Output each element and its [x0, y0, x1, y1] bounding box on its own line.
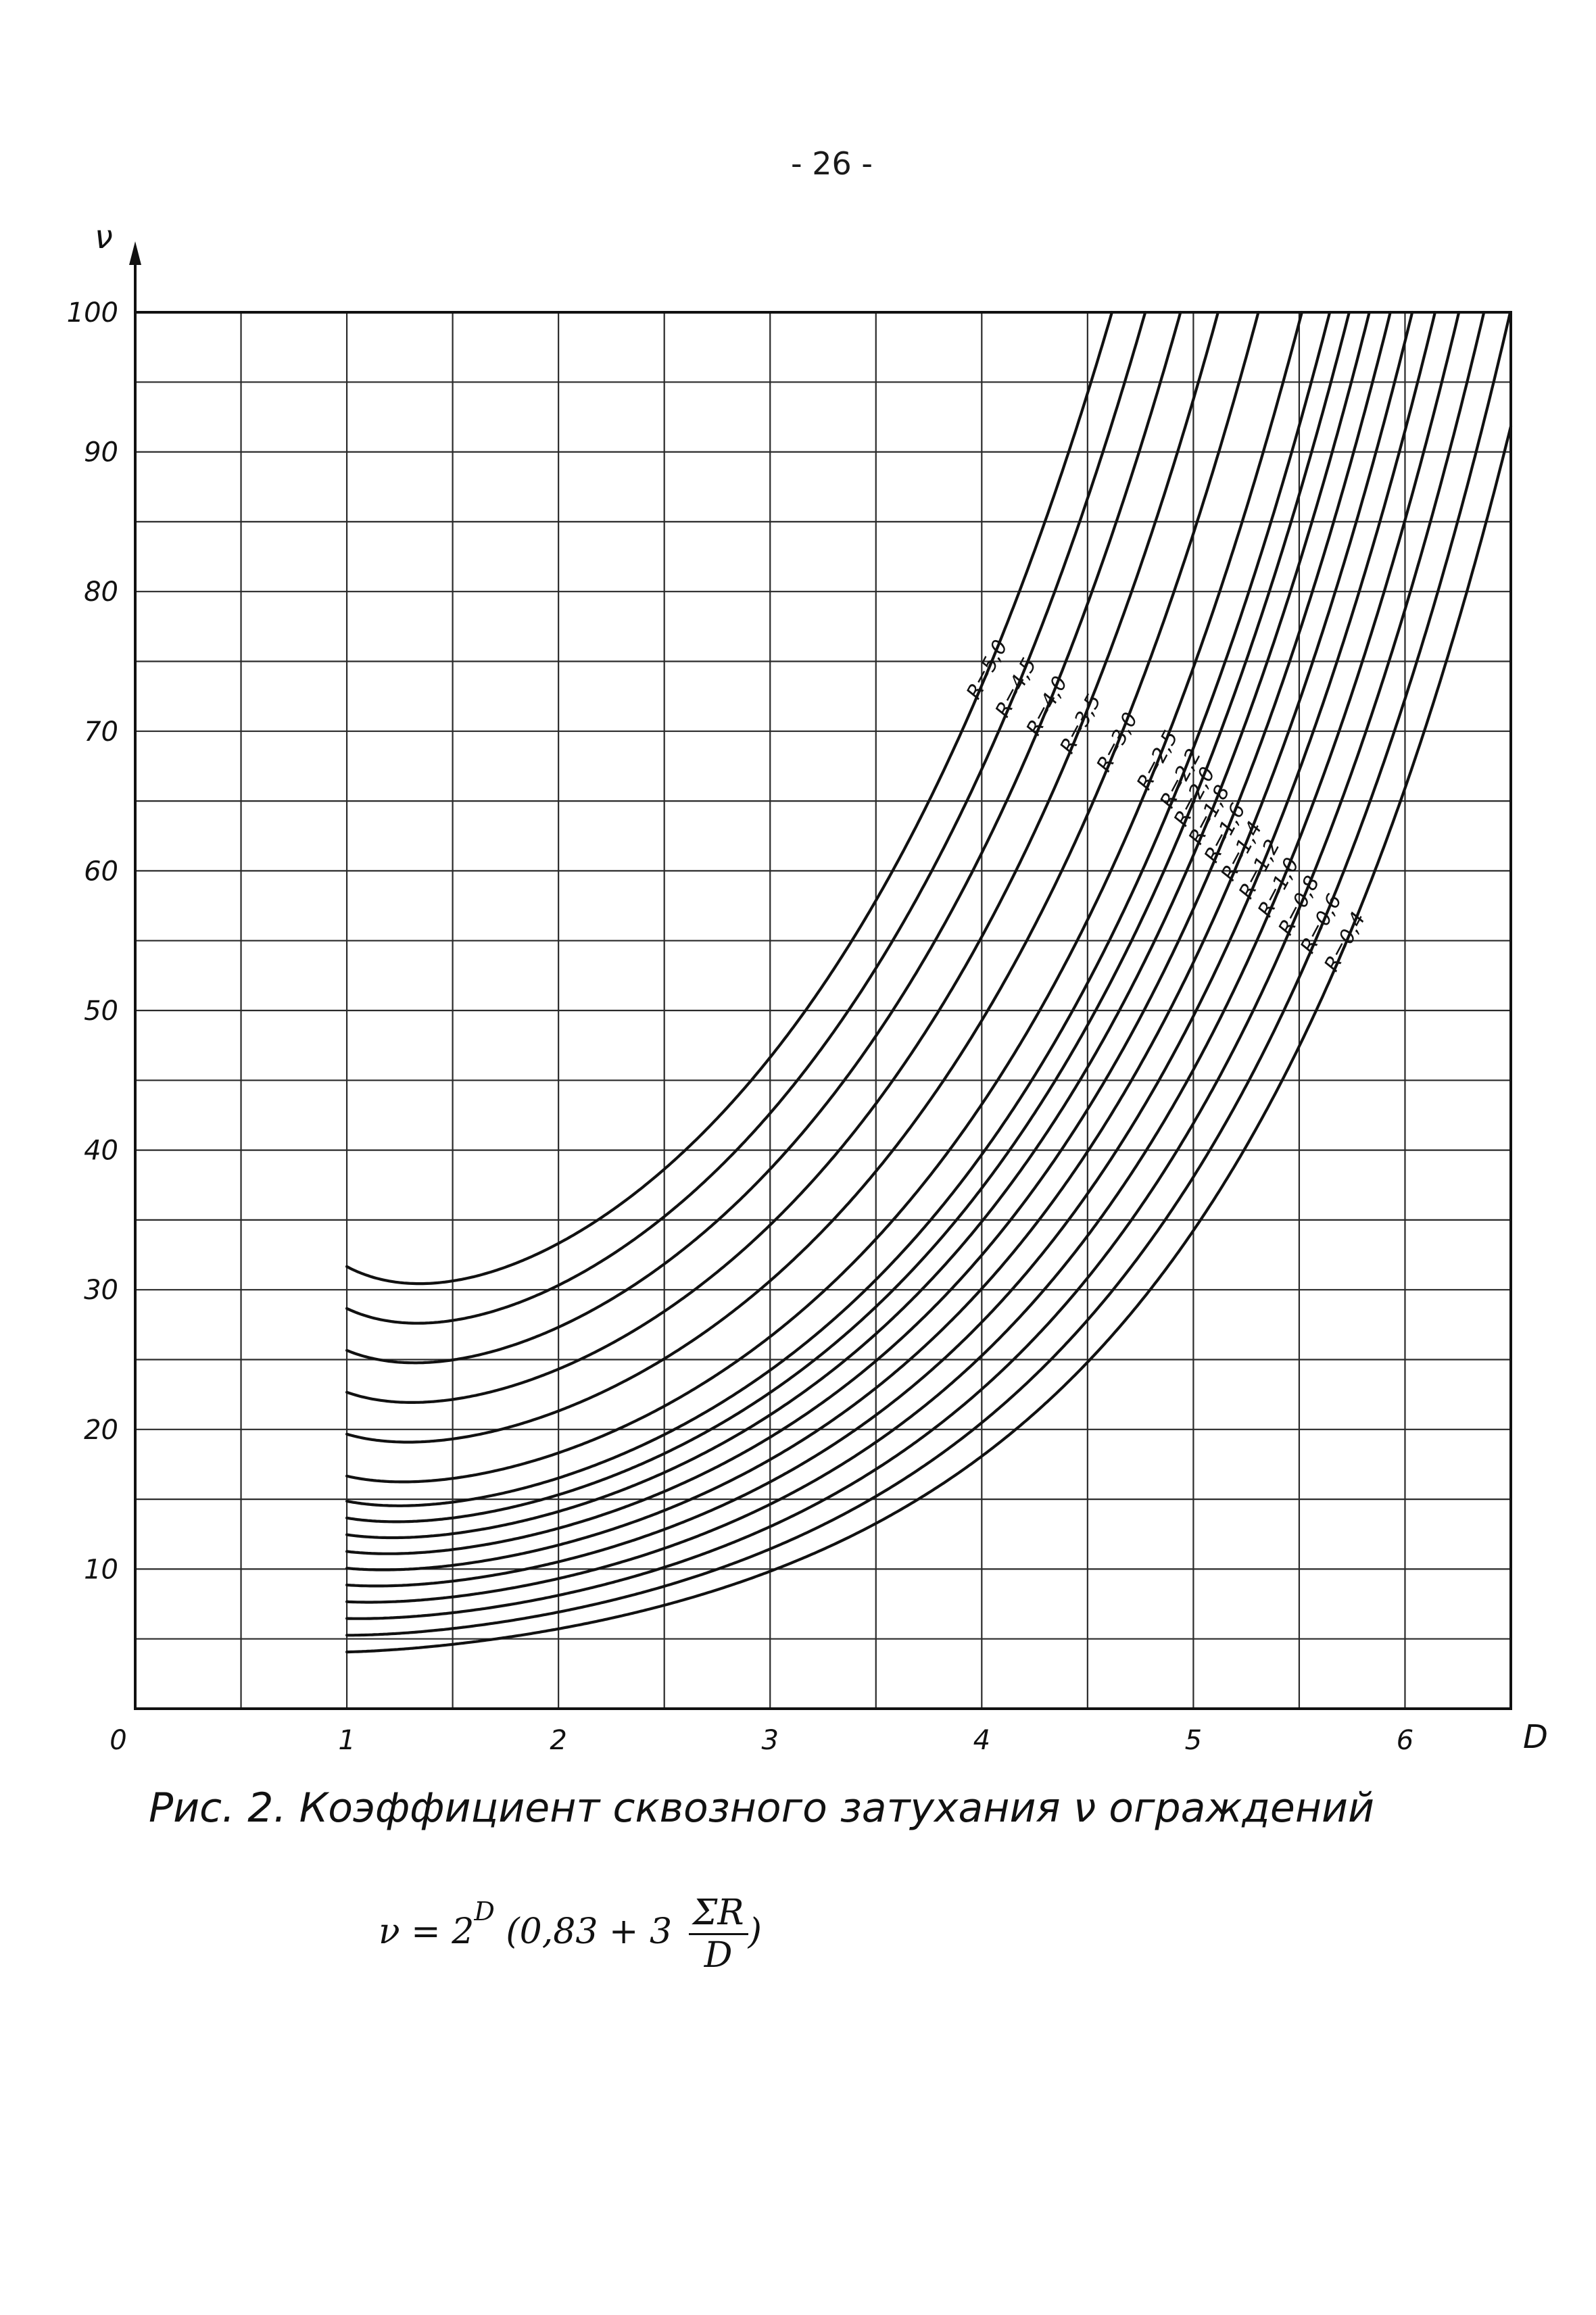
x-tick-label: 6	[1397, 1725, 1413, 1756]
series-line-7	[345, 310, 1332, 1507]
y-axis-arrow-icon	[129, 241, 141, 265]
series-line-8	[345, 310, 1351, 1524]
series-line-16	[345, 424, 1513, 1654]
axes: νD	[95, 218, 1548, 1756]
formula: ν = 2D (0,83 + 3 ΣR D )	[379, 1893, 762, 1976]
curves	[345, 310, 1513, 1654]
series-line-2	[345, 310, 1147, 1325]
x-tick-label: 3	[762, 1725, 779, 1756]
x-tick-label: 4	[973, 1725, 990, 1756]
curve-labels: R=5,0R=4,5R=4,0R=3,5R=3,0R=2,5R=2,2R=2,0…	[962, 636, 1370, 975]
y-tick-label: 10	[84, 1554, 118, 1585]
series-line-9	[345, 310, 1371, 1540]
series-line-6	[345, 310, 1303, 1484]
series-line-14	[345, 310, 1486, 1620]
series-line-12	[345, 310, 1436, 1588]
x-axis-title: D	[1523, 1718, 1548, 1756]
series-line-15	[345, 310, 1512, 1637]
x-tick-label: 0	[110, 1725, 126, 1756]
y-tick-label: 20	[84, 1415, 118, 1446]
attenuation-chart: R=5,0R=4,5R=4,0R=3,5R=3,0R=2,5R=2,2R=2,0…	[67, 218, 1548, 1756]
series-line-11	[345, 310, 1414, 1571]
y-tick-label: 60	[84, 856, 118, 887]
series-line-13	[345, 310, 1461, 1604]
formula-lhs: ν = 2	[379, 1911, 475, 1952]
formula-fraction: ΣR D	[688, 1893, 748, 1976]
tick-labels: 10 20 30 40 50 60 70 80 90 100 0 1 2 3 4 5 6	[67, 297, 1414, 1756]
formula-exponent: D	[474, 1897, 495, 1926]
formula-numerator: ΣR	[688, 1893, 748, 1935]
series-line-4	[345, 310, 1219, 1404]
formula-denominator: D	[704, 1935, 733, 1976]
figure-caption: Рис. 2. Коэффициент сквозного затухания …	[149, 1784, 1375, 1832]
y-tick-label: 40	[84, 1136, 118, 1167]
y-tick-label: 30	[84, 1275, 118, 1306]
y-tick-label: 50	[84, 996, 118, 1027]
series-label: R=3,0	[1092, 709, 1143, 776]
y-tick-label: 90	[84, 437, 118, 468]
y-tick-label: 80	[84, 577, 118, 608]
series-line-5	[345, 310, 1260, 1444]
series-line-10	[345, 310, 1392, 1555]
y-tick-label: 100	[67, 297, 118, 328]
y-tick-label: 70	[84, 716, 118, 748]
series-line-3	[345, 310, 1182, 1365]
formula-paren-close: )	[748, 1911, 762, 1952]
formula-paren-open: (0,83 + 3	[506, 1911, 673, 1952]
x-tick-label: 5	[1185, 1725, 1202, 1756]
x-tick-label: 1	[338, 1725, 355, 1756]
series-line-1	[345, 310, 1113, 1286]
x-tick-label: 2	[550, 1725, 566, 1756]
page-number: - 26 -	[791, 145, 873, 182]
y-axis-title: ν	[95, 218, 113, 256]
